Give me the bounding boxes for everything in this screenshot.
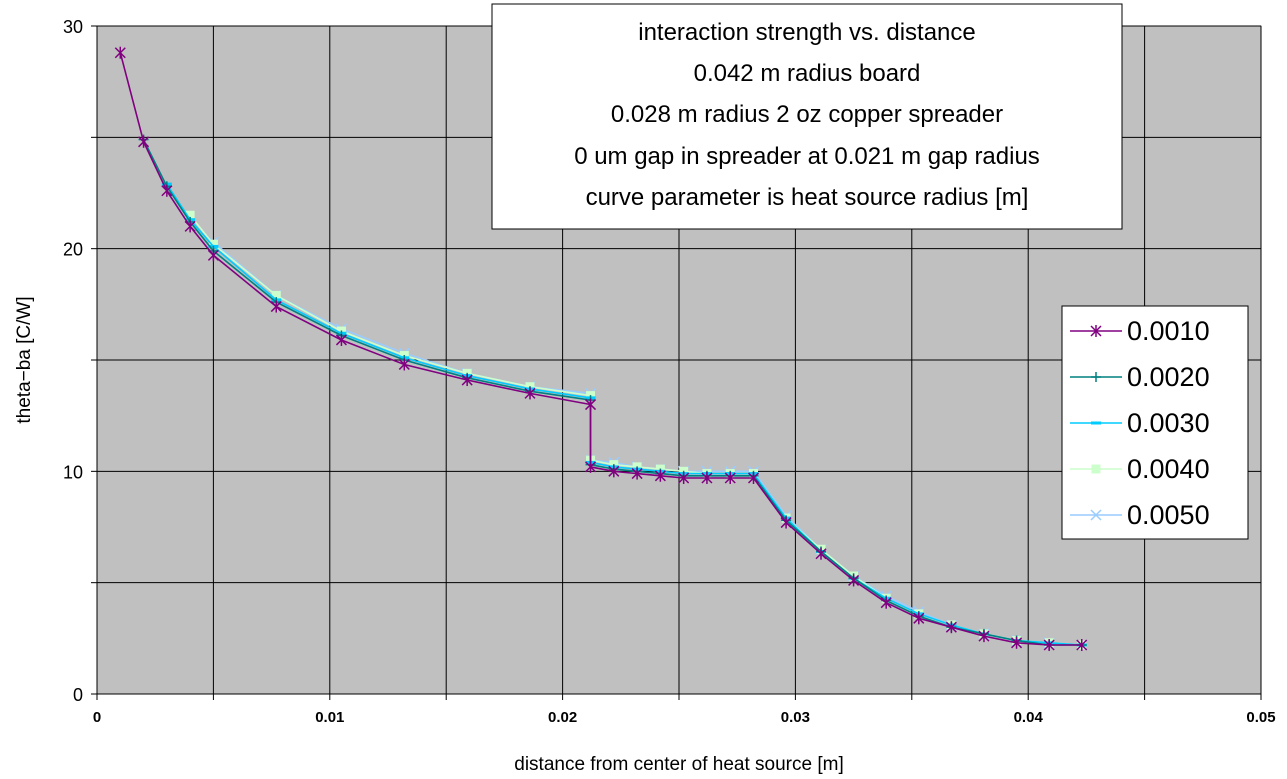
legend-label-5: 0.0050 xyxy=(1127,500,1210,530)
series-line-0.0020 xyxy=(142,139,1082,646)
point-0.0010-15 xyxy=(678,472,690,485)
legend-key-0.0010 xyxy=(1070,325,1122,337)
title-line-4: 0 um gap in spreader at 0.021 m gap radi… xyxy=(574,143,1040,170)
title-line-3: 0.028 m radius 2 oz copper spreader xyxy=(611,101,1003,128)
legend-marker-0.0040 xyxy=(1091,464,1101,474)
y-axis-title: theta−ba [C/W] xyxy=(14,296,35,423)
point-0.0010-6 xyxy=(335,333,347,346)
title-line-2: 0.042 m radius board xyxy=(694,60,921,87)
y-tick-label-0: 0 xyxy=(73,685,83,705)
point-0.0010-9 xyxy=(524,387,536,400)
point-0.0010-22 xyxy=(880,596,892,609)
point-0.0040-0 xyxy=(185,210,195,220)
legend-marker-0.0010 xyxy=(1090,325,1102,337)
legend-marker-0.0020 xyxy=(1091,372,1101,382)
point-0.0010-27 xyxy=(1043,639,1055,652)
series-group xyxy=(114,46,1088,652)
point-0.0010-19 xyxy=(780,516,792,529)
title-box-frame xyxy=(491,3,1123,230)
point-0.0010-20 xyxy=(815,547,827,560)
point-0.0010-23 xyxy=(913,612,925,625)
point-0.0010-12 xyxy=(608,465,620,478)
legend: 0.0010 0.0020 0.0030 0.0040 0.0050 xyxy=(1061,305,1249,540)
legend-label-3: 0.0030 xyxy=(1127,408,1210,438)
x-tick-label-1: 0.01 xyxy=(315,709,344,726)
point-0.0010-0 xyxy=(114,46,126,59)
legend-key-0.0050 xyxy=(1070,509,1122,521)
axes xyxy=(91,25,1262,700)
point-0.0010-26 xyxy=(1011,636,1023,649)
point-0.0010-2 xyxy=(161,184,173,197)
x-tick-label-5: 0.05 xyxy=(1246,709,1275,726)
title-line-1: interaction strength vs. distance xyxy=(638,19,976,46)
x-tick-label-3: 0.03 xyxy=(781,709,810,726)
legend-label-2: 0.0020 xyxy=(1127,362,1210,392)
legend-key-0.0040 xyxy=(1070,464,1122,474)
point-0.0010-14 xyxy=(654,469,666,482)
point-0.0010-4 xyxy=(207,249,219,262)
legend-label-1: 0.0010 xyxy=(1127,316,1210,346)
point-0.0010-1 xyxy=(138,135,150,148)
series-0.0010 xyxy=(114,46,1088,652)
point-0.0010-21 xyxy=(848,574,860,587)
point-0.0040-2 xyxy=(271,290,281,300)
point-0.0010-25 xyxy=(978,630,990,643)
point-0.0010-3 xyxy=(184,220,196,233)
point-0.0010-11 xyxy=(585,460,597,473)
title-box: interaction strength vs. distance 0.042 … xyxy=(491,3,1123,230)
y-tick-label-2: 20 xyxy=(63,240,83,260)
point-0.0010-7 xyxy=(398,358,410,371)
point-0.0010-5 xyxy=(270,300,282,313)
y-tick-label-1: 10 xyxy=(63,462,83,482)
point-0.0010-18 xyxy=(747,472,760,485)
point-0.0010-16 xyxy=(701,472,713,485)
x-tick-label-4: 0.04 xyxy=(1014,709,1044,726)
y-tick-label-3: 30 xyxy=(63,17,83,37)
title-line-5: curve parameter is heat source radius [m… xyxy=(586,184,1029,211)
legend-label-4: 0.0040 xyxy=(1127,454,1210,484)
point-0.0010-17 xyxy=(724,472,736,485)
legend-marker-0.0050 xyxy=(1090,509,1102,521)
tick-labels: 0 0.01 0.02 0.03 0.04 0.05 0 10 20 30 xyxy=(63,17,1276,726)
point-0.0010-13 xyxy=(631,467,643,480)
x-axis-title: distance from center of heat source [m] xyxy=(514,754,844,775)
x-tick-label-0: 0 xyxy=(93,709,101,726)
point-0.0010-28 xyxy=(1076,639,1088,652)
point-0.0010-10 xyxy=(585,398,597,411)
point-0.0040-1 xyxy=(208,239,218,249)
legend-key-0.0020 xyxy=(1070,372,1122,382)
point-0.0010-24 xyxy=(945,621,957,634)
x-tick-label-2: 0.02 xyxy=(548,709,577,726)
point-0.0010-8 xyxy=(461,374,473,387)
